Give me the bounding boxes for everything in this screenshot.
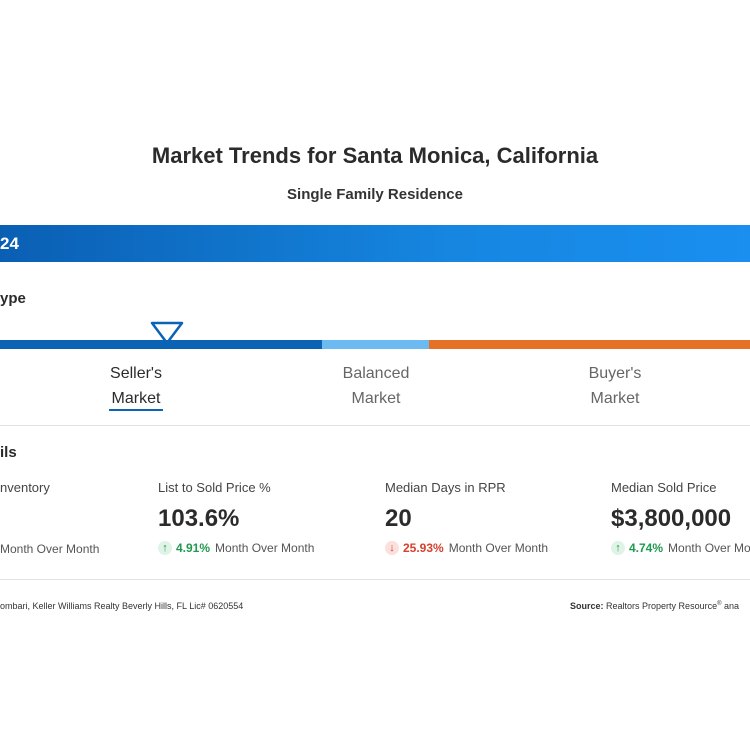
- metric-change: ↑ 4.74% Month Over Mon: [611, 541, 750, 555]
- metric-change: ↑ 4.91% Month Over Month: [158, 541, 314, 555]
- balanced-market-bar: [322, 340, 429, 349]
- market-label-line1: Balanced: [342, 365, 410, 382]
- source-label: Source:: [570, 601, 604, 611]
- source-text: Realtors Property Resource: [606, 601, 718, 611]
- metric-value: [0, 505, 99, 534]
- metric-median-sold-price: Median Sold Price $3,800,000 ↑ 4.74% Mon…: [611, 480, 750, 555]
- change-text: Month Over Mon: [668, 541, 750, 555]
- change-percent: 4.74%: [629, 541, 664, 555]
- market-label-balanced: Balanced Market: [306, 361, 446, 411]
- change-text: Month Over Month: [448, 541, 549, 555]
- active-market-underline: [109, 409, 163, 411]
- arrow-up-icon: ↑: [158, 541, 172, 555]
- footer-divider: [0, 579, 750, 580]
- metric-inventory: nventory Month Over Month: [0, 480, 99, 556]
- market-label-line2: Market: [590, 390, 640, 407]
- metric-value: 103.6%: [158, 505, 240, 532]
- market-type-heading: ype: [0, 290, 26, 307]
- metric-label: List to Sold Price %: [158, 480, 271, 495]
- change-text: Month Over Month: [0, 542, 100, 556]
- date-banner: 24: [0, 225, 750, 262]
- page-subtitle: Single Family Residence: [287, 186, 463, 203]
- change-percent: 4.91%: [176, 541, 211, 555]
- page-title: Market Trends for Santa Monica, Californ…: [151, 143, 599, 168]
- banner-text: 24: [0, 234, 19, 253]
- seller-market-bar: [0, 340, 322, 349]
- metric-label: nventory: [0, 480, 50, 495]
- agent-credit: ombari, Keller Williams Realty Beverly H…: [0, 601, 244, 611]
- metric-value: $3,800,000: [611, 505, 732, 532]
- buyer-market-bar: [429, 340, 750, 349]
- market-label-line2: Market: [351, 390, 401, 407]
- source-tail: ana: [721, 601, 740, 611]
- registered-mark: ®: [717, 601, 722, 607]
- arrow-up-icon: ↑: [611, 541, 625, 555]
- details-heading: ils: [0, 444, 17, 461]
- metric-change: ↓ 25.93% Month Over Month: [385, 541, 548, 555]
- market-label-line2: Market: [111, 390, 161, 407]
- metric-value: 20: [385, 505, 412, 532]
- metric-label: Median Sold Price: [611, 480, 717, 495]
- market-label-buyer: Buyer's Market: [545, 361, 685, 411]
- arrow-down-icon: ↓: [385, 541, 399, 555]
- metric-label: Median Days in RPR: [385, 480, 506, 495]
- source-credit: Source: Realtors Property Resource® ana: [570, 601, 739, 611]
- change-percent: 25.93%: [403, 541, 444, 555]
- section-divider: [0, 425, 750, 426]
- metric-median-days: Median Days in RPR 20 ↓ 25.93% Month Ove…: [385, 480, 548, 555]
- market-label-line1: Buyer's: [588, 365, 642, 382]
- market-label-line1: Seller's: [110, 365, 162, 382]
- market-label-seller: Seller's Market: [66, 361, 206, 411]
- metric-list-to-sold: List to Sold Price % 103.6% ↑ 4.91% Mont…: [158, 480, 314, 555]
- market-indicator-icon: [150, 321, 184, 345]
- change-text: Month Over Month: [215, 541, 315, 555]
- metric-change: Month Over Month: [0, 542, 99, 556]
